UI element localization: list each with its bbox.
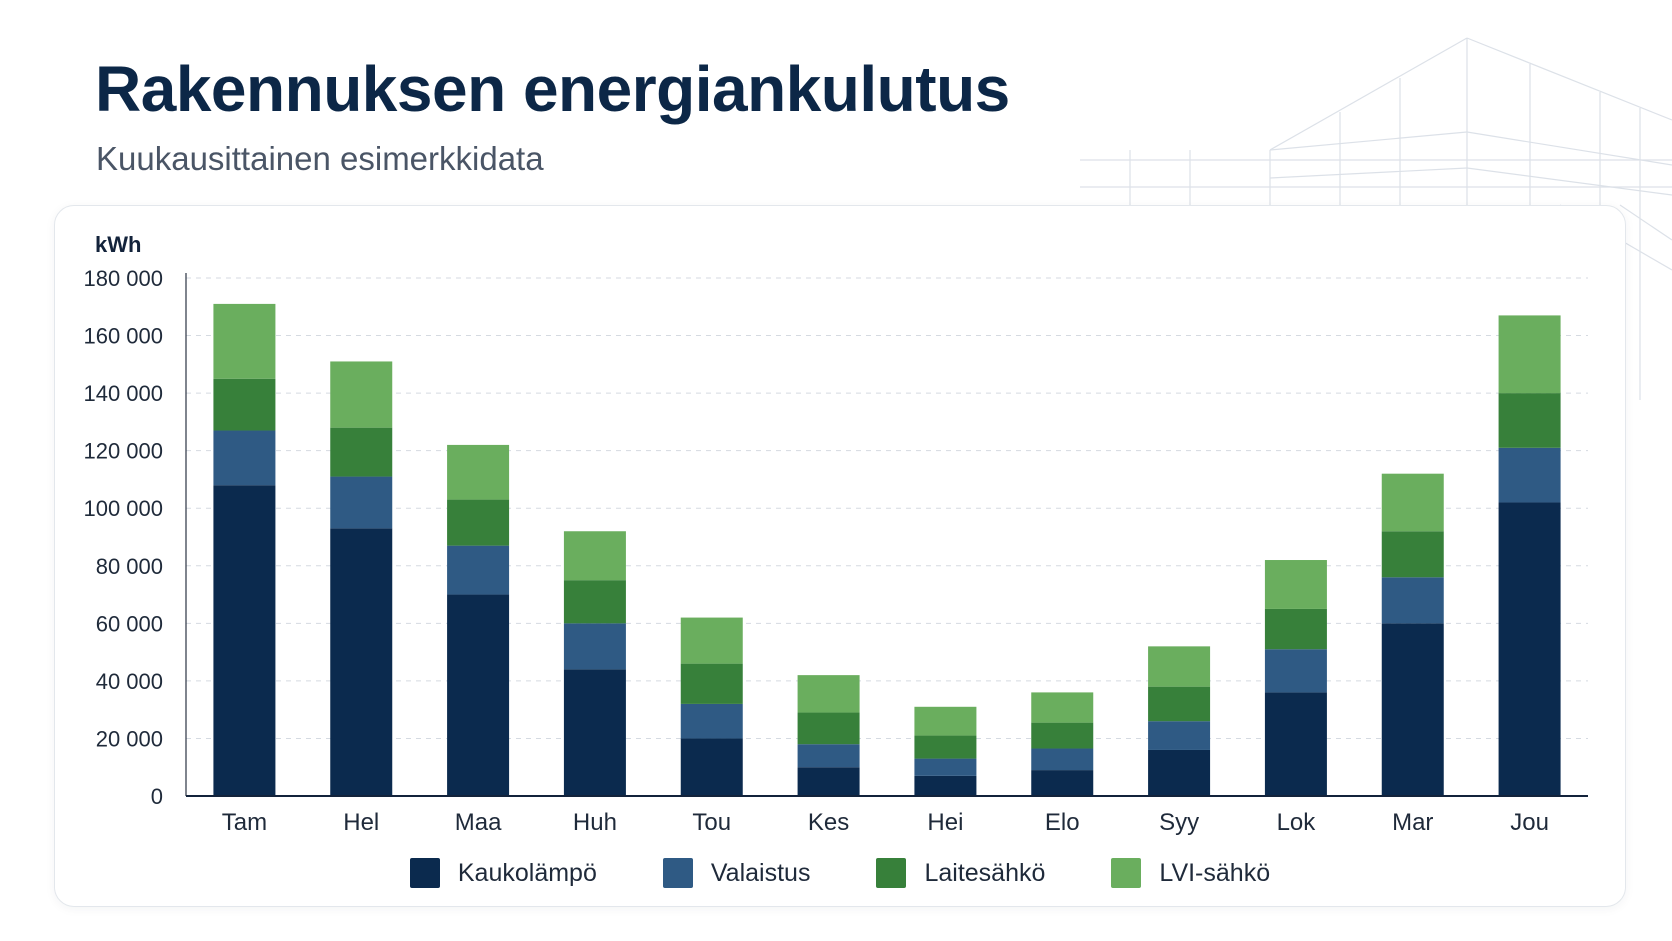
bar-segment: [1381, 577, 1444, 624]
bar-segment: [563, 623, 626, 670]
bar-segment: [914, 735, 977, 759]
chart-legend: Kaukolämpö Valaistus Laitesähkö LVI-sähkö: [55, 858, 1625, 888]
bar-segment: [330, 361, 393, 428]
x-tick-label: Hel: [343, 809, 379, 836]
x-tick-label: Kes: [808, 809, 849, 836]
y-tick-label: 0: [151, 784, 163, 809]
bar-segment: [1381, 473, 1444, 532]
legend-swatch: [662, 858, 693, 888]
bar-segment: [1031, 770, 1094, 796]
bar-segment: [1264, 692, 1327, 796]
legend-item: LVI-sähkö: [1111, 858, 1270, 888]
legend-label: Kaukolämpö: [457, 858, 597, 887]
bar-segment: [680, 663, 743, 704]
y-tick-label: 40 000: [96, 669, 163, 694]
bar-segment: [1148, 749, 1211, 796]
bar-segment: [330, 427, 393, 477]
bar-segment: [563, 580, 626, 624]
bar-segment: [213, 378, 276, 431]
y-tick-label: 160 000: [83, 324, 163, 349]
legend-swatch: [876, 858, 907, 888]
y-tick-label: 20 000: [96, 726, 163, 751]
bar-segment: [447, 499, 510, 546]
bar-segment: [1498, 447, 1561, 503]
bar-segment: [680, 617, 743, 664]
bar-segment: [1498, 502, 1561, 796]
page-subtitle: Kuukausittainen esimerkkidata: [96, 140, 544, 177]
page-title: Rakennuksen energiankulutus: [95, 53, 1010, 125]
bar-segment: [330, 476, 393, 529]
legend-item: Valaistus: [662, 858, 811, 888]
y-tick-label: 120 000: [83, 439, 163, 464]
bar-segment: [563, 531, 626, 581]
bar-segment: [447, 444, 510, 500]
stacked-bar-chart: kWh 0 20 000 40 000 60 000 80 000 100 000 120 0…: [83, 232, 1588, 836]
bar-segment: [680, 738, 743, 796]
legend-label: LVI-sähkö: [1159, 858, 1271, 887]
x-tick-label: Hei: [927, 809, 963, 836]
x-tick-label: Lok: [1277, 809, 1317, 836]
legend-swatch: [409, 858, 440, 888]
bar-segment: [213, 485, 276, 796]
x-tick-label: Maa: [455, 809, 502, 836]
bar-segment: [680, 703, 743, 739]
bar-segment: [563, 669, 626, 796]
x-tick-label: Syy: [1159, 809, 1199, 836]
legend-label: Laitesähkö: [924, 858, 1046, 887]
bar-segment: [1031, 748, 1094, 771]
bar-segment: [797, 675, 860, 713]
bar-segment: [1498, 315, 1561, 394]
bar-segment: [1381, 623, 1444, 796]
bar-segment: [797, 712, 860, 745]
legend-item: Kaukolämpö: [409, 858, 597, 888]
bar-segment: [213, 430, 276, 486]
y-tick-label: 60 000: [96, 611, 163, 636]
y-tick-label: 80 000: [96, 554, 163, 579]
x-tick-label: Mar: [1392, 809, 1433, 836]
x-tick-label: Jou: [1510, 809, 1549, 836]
bar-segment: [914, 758, 977, 776]
bar-segment: [1148, 646, 1211, 687]
x-tick-label: Tou: [692, 809, 731, 836]
bar-segment: [1031, 722, 1094, 749]
bar-segment: [914, 706, 977, 736]
legend-label: Valaistus: [710, 858, 811, 887]
bar-segment: [1148, 686, 1211, 722]
bar-segment: [447, 545, 510, 595]
legend-item: Laitesähkö: [876, 858, 1045, 888]
bar-segment: [1381, 531, 1444, 578]
bar-segment: [1264, 560, 1327, 609]
y-tick-label: 180 000: [83, 266, 163, 291]
y-axis-label: kWh: [95, 232, 141, 257]
y-tick-label: 140 000: [83, 381, 163, 406]
y-tick-label: 100 000: [83, 496, 163, 521]
bar-segment: [213, 303, 276, 379]
bar-segment: [1264, 608, 1327, 650]
chart-card: kWh 0 20 000 40 000 60 000 80 000 100 000 120 0…: [54, 205, 1626, 907]
x-tick-label: Elo: [1045, 809, 1080, 836]
bar-segment: [330, 528, 393, 796]
bar-segment: [447, 594, 510, 796]
x-tick-label: Tam: [222, 809, 267, 836]
bar-segment: [1264, 649, 1327, 693]
bar-segment: [1031, 692, 1094, 723]
bar-segment: [1148, 721, 1211, 750]
bar-segment: [914, 775, 977, 796]
bar-segment: [1498, 393, 1561, 448]
legend-swatch: [1111, 858, 1142, 888]
bar-segment: [797, 744, 860, 768]
x-tick-label: Huh: [573, 809, 617, 836]
bar-segment: [797, 767, 860, 796]
